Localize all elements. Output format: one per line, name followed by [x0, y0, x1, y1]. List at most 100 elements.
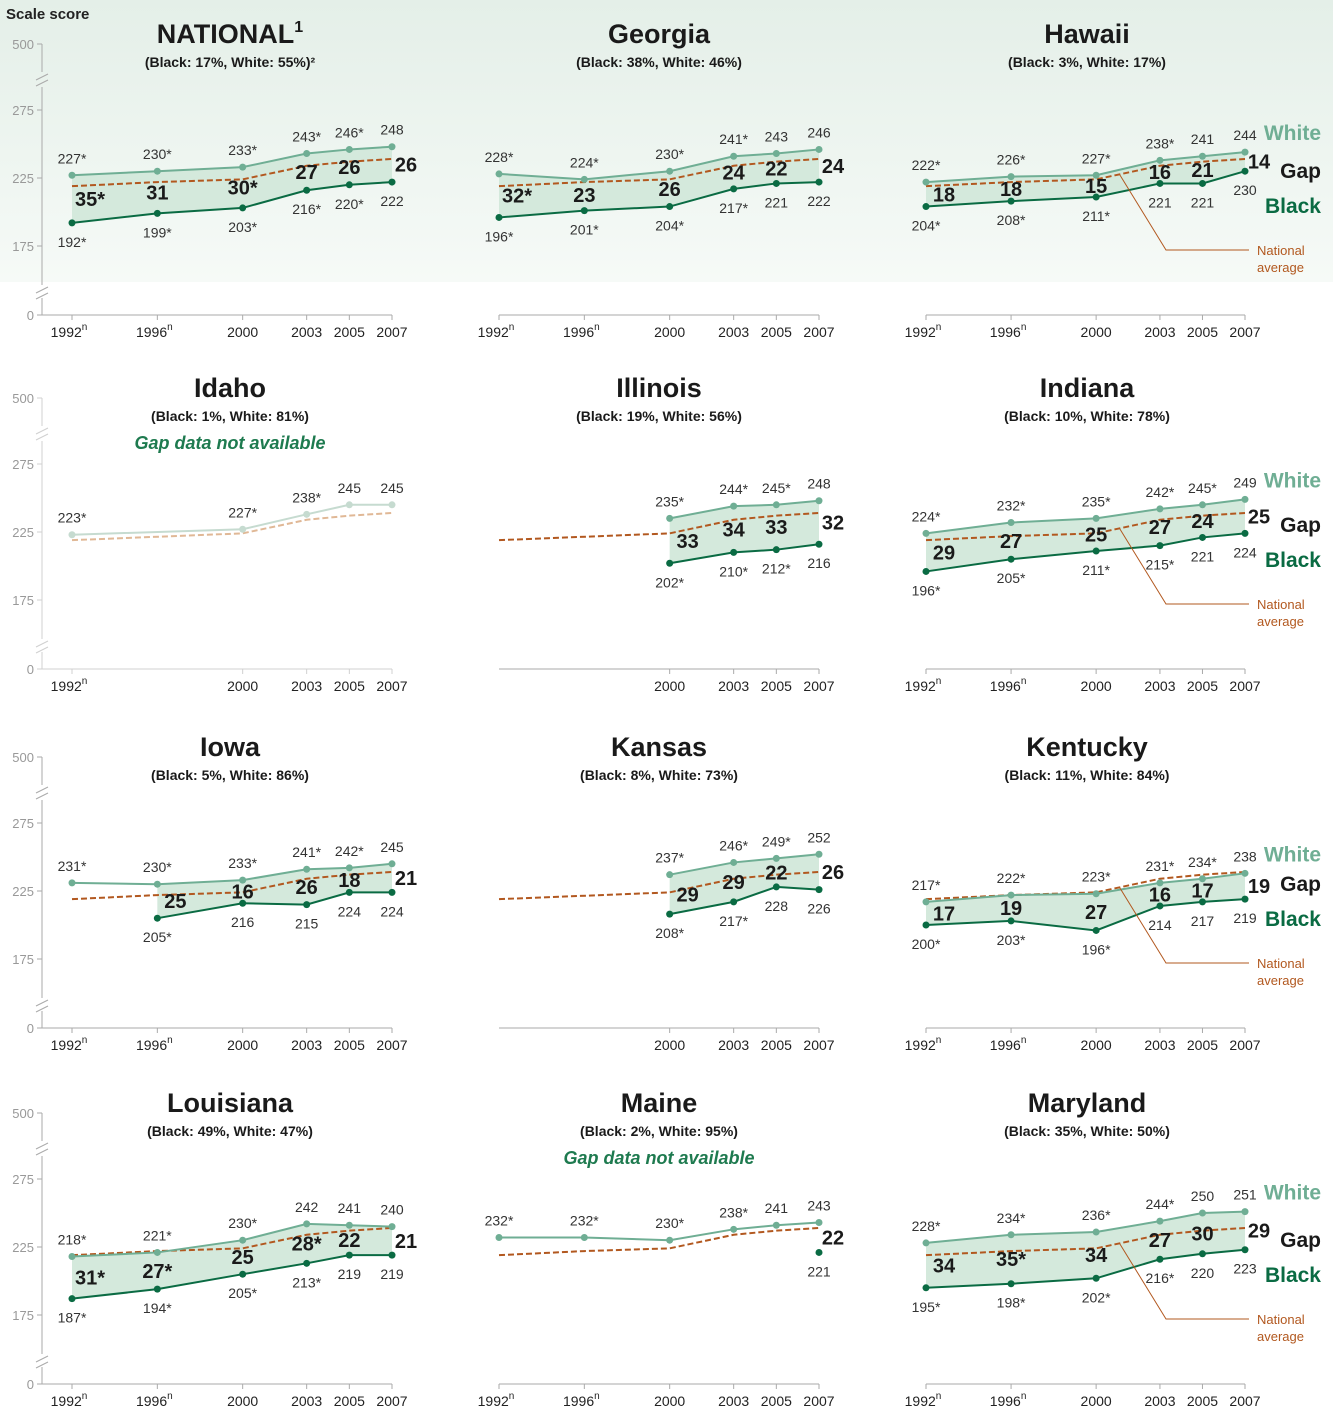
white-value-label: 249 [1233, 474, 1257, 490]
gap-value-label: 28* [292, 1234, 322, 1256]
white-point [239, 525, 247, 533]
black-value-label: 198* [997, 1295, 1026, 1311]
white-value-label: 232* [485, 1212, 514, 1228]
axis-break [35, 999, 49, 1007]
white-point [815, 850, 823, 858]
white-point [666, 1236, 674, 1244]
black-value-label: 196* [1082, 941, 1111, 957]
chart-panel: Georgia (Black: 38%, White: 46%) 1992n 1996… [478, 19, 845, 340]
y-tick-label: 225 [12, 525, 34, 540]
white-value-label: 243 [765, 129, 789, 145]
white-value-label: 244 [1233, 127, 1257, 143]
white-point [1241, 1208, 1249, 1216]
black-value-label: 215 [295, 916, 319, 932]
white-point [303, 150, 311, 158]
white-value-label: 222* [997, 870, 1026, 886]
black-point [666, 203, 674, 211]
x-tick-label: 2000 [654, 678, 685, 694]
black-series-line [71, 1254, 392, 1300]
white-value-label: 230* [143, 146, 172, 162]
x-tick-label: 2007 [1229, 678, 1260, 694]
white-point [922, 529, 930, 537]
chart-subtitle: (Black: 49%, White: 47%) [147, 1123, 313, 1139]
white-point [815, 145, 823, 153]
white-point [495, 170, 503, 178]
x-tick-footnote: n [82, 1391, 88, 1402]
y-tick-label: 275 [12, 816, 34, 831]
black-series-line [498, 181, 820, 219]
black-point [815, 178, 823, 186]
white-value-label: 224* [912, 508, 941, 524]
black-series-line [669, 885, 820, 916]
x-tick-label: 2005 [1187, 1393, 1218, 1408]
chart-subtitle: (Black: 19%, White: 56%) [576, 408, 742, 424]
gap-value-label: 16 [232, 882, 254, 904]
gap-value-label: 31* [75, 1268, 105, 1290]
y-tick-label: 225 [12, 171, 34, 186]
black-value-label: 203* [997, 932, 1026, 948]
black-series-line [71, 181, 393, 224]
black-point [666, 910, 674, 918]
x-tick-label: 1992n [51, 1035, 88, 1053]
white-point [345, 145, 353, 153]
chart-title: Indiana [1040, 373, 1135, 403]
white-point [922, 898, 930, 906]
white-series-line [71, 862, 393, 886]
white-point [68, 531, 76, 539]
white-point [1241, 869, 1249, 877]
white-value-label: 227* [58, 150, 87, 166]
white-point [815, 497, 823, 505]
black-point [815, 540, 823, 548]
black-point [1092, 547, 1100, 555]
chart-subtitle: (Black: 3%, White: 17%) [1008, 54, 1166, 70]
black-value-label: 230 [1233, 182, 1257, 198]
gap-value-label: 27 [296, 162, 318, 184]
chart-title: Kansas [611, 732, 707, 762]
x-tick-label: 2005 [761, 1393, 792, 1408]
x-tick-label: 2000 [227, 324, 258, 340]
black-point [922, 921, 930, 929]
y-tick-label: 0 [27, 1021, 34, 1036]
black-value-label: 208* [655, 925, 684, 941]
gap-not-available-note: Gap data not available [563, 1148, 754, 1168]
x-tick-label: 2007 [803, 1393, 834, 1408]
white-value-label: 223* [58, 510, 87, 526]
gap-value-label: 22 [338, 1230, 360, 1252]
x-tick-label: 2007 [1229, 1393, 1260, 1408]
white-point [1156, 879, 1164, 887]
white-value-label: 231* [1146, 858, 1175, 874]
national-average-line [71, 870, 393, 901]
black-value-label: 214 [1148, 917, 1172, 933]
x-tick-footnote: n [1021, 1391, 1027, 1402]
gap-value-label: 32* [502, 186, 532, 208]
white-series-line [499, 1221, 820, 1242]
white-value-label: 238* [1146, 135, 1175, 151]
black-point [153, 1285, 161, 1293]
gap-value-label: 27 [1000, 531, 1022, 553]
black-point [1156, 179, 1164, 187]
black-point [1007, 555, 1015, 563]
legend-gap: Gap [1280, 514, 1321, 537]
chart-subtitle: (Black: 11%, White: 84%) [1005, 767, 1170, 783]
gap-value-label: 29 [933, 542, 955, 564]
chart-title: Maryland [1028, 1088, 1147, 1118]
x-tick-footnote: n [509, 1391, 515, 1402]
white-value-label: 222* [912, 157, 941, 173]
x-tick-label: 2005 [761, 324, 792, 340]
x-tick-label: 1996n [136, 1035, 173, 1053]
x-tick-label: 2003 [718, 1393, 749, 1408]
white-value-label: 241 [338, 1200, 362, 1216]
gap-area [926, 152, 1245, 207]
white-point [1092, 890, 1100, 898]
chart-panel: Iowa (Black: 5%, White: 86%) 500 275 225 175 0… [12, 732, 417, 1053]
white-point [1092, 514, 1100, 522]
white-value-label: 245 [338, 480, 362, 496]
black-value-label: 220* [335, 196, 364, 212]
white-value-label: 241* [292, 844, 321, 860]
white-point [580, 175, 588, 183]
x-tick-label: 2007 [803, 324, 834, 340]
white-value-label: 246* [719, 837, 748, 853]
black-value-label: 221 [765, 194, 789, 210]
black-value-label: 217* [719, 200, 748, 216]
gap-value-label: 30 [1191, 1223, 1213, 1245]
